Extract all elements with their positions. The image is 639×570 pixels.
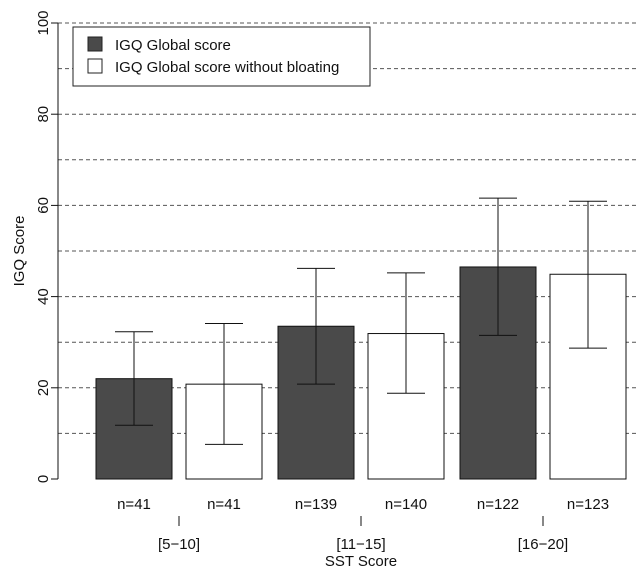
y-tick-label: 60 (35, 197, 52, 214)
x-axis-labels: n=41 n=41 [5−10] n=139 n=140 [11−15] n=122 n=12… (117, 496, 609, 553)
n-label: n=123 (567, 496, 609, 513)
legend-box (72, 26, 371, 87)
legend-swatch-without-bloating (87, 58, 103, 74)
bars (95, 266, 627, 480)
legend: IGQ Global score IGQ Global score withou… (72, 26, 371, 87)
legend-label-global: IGQ Global score (115, 37, 231, 54)
y-tick-label: 100 (35, 10, 52, 35)
group-label: [11−15] (336, 536, 385, 553)
error-bars (115, 197, 607, 445)
legend-swatch-global (87, 36, 103, 52)
y-tick-label: 0 (35, 475, 52, 483)
n-label: n=41 (207, 496, 241, 513)
y-tick-label: 80 (35, 106, 52, 123)
y-tick-label: 40 (35, 288, 52, 305)
group-label: [16−20] (518, 536, 568, 553)
n-label: n=140 (385, 496, 427, 513)
group-label: [5−10] (158, 536, 200, 553)
n-label: n=139 (295, 496, 337, 513)
y-tick-label: 20 (35, 379, 52, 396)
y-axis-ticks: 0 20 40 60 80 100 (35, 10, 58, 483)
n-label: n=122 (477, 496, 519, 513)
legend-label-without-bloating: IGQ Global score without bloating (115, 59, 339, 76)
x-axis-label: SST Score (325, 553, 397, 570)
y-axis-label: IGQ Score (11, 216, 28, 287)
n-label: n=41 (117, 496, 151, 513)
